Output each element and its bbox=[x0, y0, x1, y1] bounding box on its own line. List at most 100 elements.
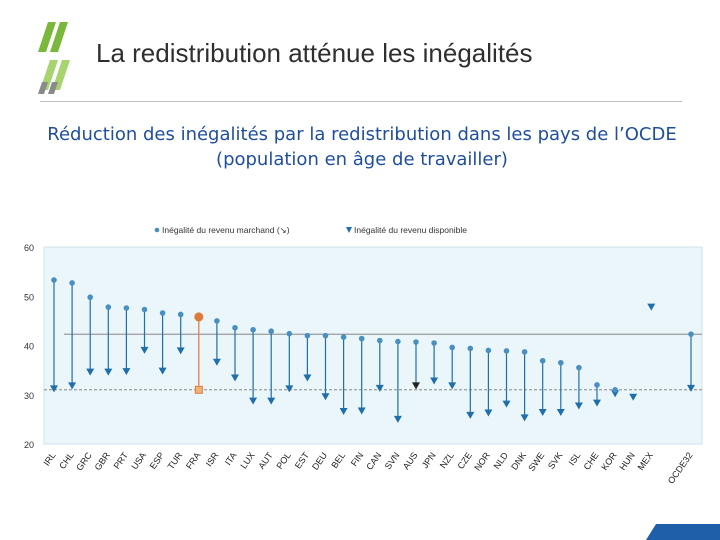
market-income-point bbox=[485, 347, 492, 354]
corner-accent-shape bbox=[646, 524, 720, 540]
disposable-income-point bbox=[86, 368, 95, 376]
x-tick-label: TUR bbox=[166, 450, 185, 471]
disposable-income-point bbox=[647, 303, 656, 311]
disposable-income-point bbox=[556, 408, 565, 416]
market-income-point bbox=[431, 340, 437, 346]
market-income-point bbox=[558, 359, 564, 366]
market-income-point bbox=[688, 331, 694, 337]
x-tick-label: CHE bbox=[582, 450, 601, 471]
disposable-income-point bbox=[158, 367, 167, 375]
x-tick-label: NZL bbox=[438, 450, 456, 470]
market-income-point bbox=[177, 311, 184, 318]
x-tick-label: DNK bbox=[509, 450, 528, 471]
x-tick-label: ISR bbox=[204, 450, 221, 468]
market-income-point bbox=[250, 326, 256, 333]
market-income-point bbox=[395, 338, 401, 345]
market-income-point bbox=[612, 387, 618, 393]
x-tick-label: PRT bbox=[112, 450, 131, 471]
subtitle-line-1: Réduction des inégalités par la redistri… bbox=[47, 124, 677, 145]
disposable-income-point bbox=[629, 393, 638, 401]
x-tick-label: GRC bbox=[74, 450, 94, 473]
x-tick-label: LUX bbox=[239, 450, 257, 470]
disposable-income-point bbox=[104, 368, 113, 376]
disposable-income-point bbox=[122, 368, 131, 376]
x-tick-label: BEL bbox=[329, 450, 347, 470]
market-income-point bbox=[467, 345, 474, 352]
x-tick-label: NLD bbox=[492, 450, 511, 471]
disposable-income-point bbox=[502, 400, 511, 408]
title-divider bbox=[40, 101, 682, 102]
market-income-point bbox=[521, 349, 528, 355]
x-tick-label: EST bbox=[293, 450, 312, 470]
plot-area bbox=[43, 246, 703, 445]
disposable-income-point bbox=[375, 384, 384, 392]
market-income-point bbox=[87, 294, 93, 301]
market-income-point bbox=[576, 364, 582, 371]
disposable-income-point bbox=[687, 384, 695, 392]
market-income-point bbox=[377, 337, 383, 344]
x-tick-label: NOR bbox=[472, 450, 492, 473]
disposable-income-point bbox=[484, 409, 493, 417]
market-income-point bbox=[413, 339, 419, 345]
x-tick-label: CHL bbox=[57, 450, 76, 470]
disposable-income-point bbox=[593, 399, 601, 407]
market-income-point bbox=[69, 280, 75, 286]
x-tick-label: ESP bbox=[148, 450, 167, 470]
x-tick-label: SVN bbox=[383, 450, 402, 471]
disposable-income-point bbox=[140, 346, 149, 354]
disposable-income-point bbox=[448, 382, 457, 390]
market-income-point bbox=[194, 312, 204, 322]
x-tick-label: FRA bbox=[184, 450, 203, 470]
slide-title: La redistribution atténue les inégalités bbox=[96, 38, 533, 68]
subtitle-line-2: (population en âge de travailler) bbox=[216, 149, 508, 170]
legend-disposable-marker bbox=[346, 227, 352, 233]
y-tick-label: 40 bbox=[24, 342, 34, 352]
x-tick-label: GBR bbox=[93, 450, 113, 472]
x-tick-label: USA bbox=[129, 450, 148, 471]
x-tick-label: KOR bbox=[599, 450, 619, 472]
disposable-income-point bbox=[194, 385, 203, 394]
market-income-point bbox=[214, 318, 220, 324]
market-income-point bbox=[141, 306, 148, 313]
x-tick-label: CZE bbox=[455, 450, 474, 470]
disposable-income-point bbox=[249, 397, 258, 405]
legend-market-label: Inégalité du revenu marchand (↘) bbox=[162, 225, 290, 235]
market-income-point bbox=[286, 330, 293, 337]
x-tick-label: JPN bbox=[420, 450, 438, 470]
x-tick-label: FIN bbox=[349, 450, 366, 468]
x-tick-label: AUS bbox=[401, 450, 420, 471]
disposable-income-point bbox=[176, 347, 185, 355]
market-income-point bbox=[51, 277, 57, 283]
disposable-income-point bbox=[430, 377, 439, 385]
market-income-point bbox=[268, 328, 275, 335]
legend-market-marker bbox=[154, 227, 160, 233]
x-tick-label: MEX bbox=[636, 450, 655, 472]
disposable-income-point bbox=[357, 407, 366, 415]
disposable-income-point bbox=[321, 393, 330, 401]
y-tick-label: 60 bbox=[24, 243, 34, 253]
disposable-income-point bbox=[520, 414, 529, 422]
x-tick-label: AUT bbox=[256, 450, 275, 471]
disposable-income-point bbox=[538, 408, 547, 416]
x-tick-label: HUN bbox=[617, 450, 636, 472]
disposable-income-point bbox=[212, 358, 221, 366]
x-tick-label: CAN bbox=[364, 450, 383, 471]
x-tick-label: IRL bbox=[41, 450, 57, 467]
disposable-income-point bbox=[611, 390, 620, 398]
x-tick-label: POL bbox=[274, 450, 293, 470]
market-income-point bbox=[340, 334, 347, 340]
market-income-point bbox=[358, 335, 365, 342]
y-tick-label: 50 bbox=[24, 292, 34, 302]
disposable-income-point bbox=[303, 374, 312, 382]
market-income-point bbox=[232, 324, 238, 331]
market-income-point bbox=[159, 310, 166, 316]
disposable-income-point bbox=[412, 382, 420, 390]
market-income-point bbox=[539, 357, 546, 364]
disposable-income-point bbox=[285, 385, 294, 393]
market-income-point bbox=[449, 344, 456, 351]
y-tick-label: 30 bbox=[24, 391, 34, 401]
oecd-logo-icon bbox=[38, 22, 70, 94]
disposable-income-point bbox=[267, 397, 276, 405]
x-tick-label: OCDE32 bbox=[666, 450, 695, 485]
